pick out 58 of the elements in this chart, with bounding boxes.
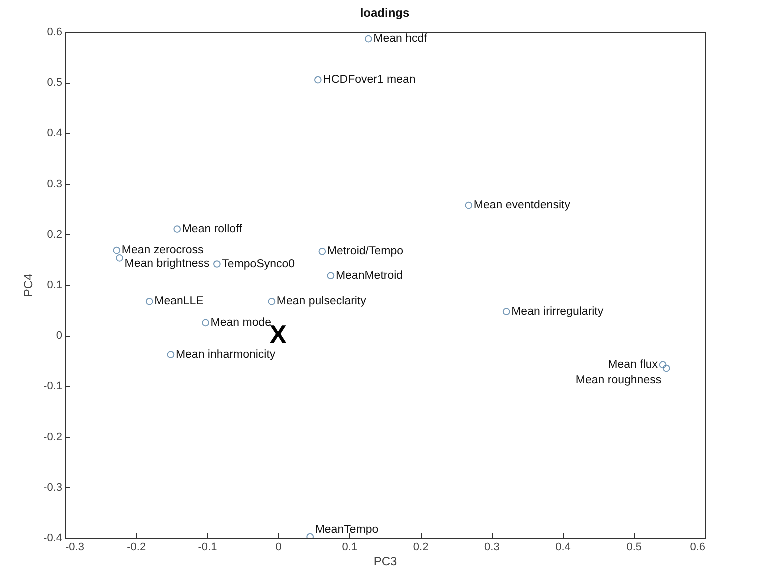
y-tick-label: -0.4 (44, 532, 62, 544)
annotation: Mean rolloff (182, 223, 244, 236)
point (659, 361, 667, 369)
x-tick-label: 0.5 (626, 542, 642, 554)
annotation: Mean zerocross (122, 244, 204, 257)
y-tick-label: 0.6 (47, 26, 62, 38)
annotation: Mean eventdensity (474, 200, 571, 212)
point (502, 308, 510, 316)
point (167, 351, 175, 358)
y-tick-label: 0 (56, 330, 62, 342)
x-tick-label: 0.1 (342, 542, 358, 554)
y-tick-label: -0.3 (44, 482, 62, 494)
annotation: MeanLLE (154, 296, 204, 308)
point (268, 298, 276, 306)
y-tick-label: -0.2 (44, 431, 62, 444)
x-tick-label: -0.2 (127, 542, 146, 554)
point (214, 260, 221, 268)
x-tick-label: 0.4 (556, 542, 571, 554)
annotation: MeanMetroid (336, 270, 404, 282)
y-tick-label: 0.2 (47, 228, 62, 241)
y-tick-label: 0.4 (47, 128, 62, 140)
point (174, 226, 182, 233)
x-tick-label: 0.2 (413, 542, 429, 554)
point (318, 248, 326, 256)
point (146, 298, 154, 306)
chart-title: loadings (360, 6, 410, 20)
point (116, 254, 124, 262)
annotation: Mean inharmonicity (176, 348, 276, 361)
point (202, 319, 210, 327)
annotation: Metroid/Tempo (327, 246, 404, 258)
annotation: Mean roughness (576, 374, 662, 386)
point (113, 246, 121, 254)
annotation: X (270, 320, 288, 350)
y-tick-label: 0.1 (47, 280, 62, 292)
point (327, 272, 335, 280)
annotation: TempoSynco0 (222, 258, 296, 270)
annotation: Mean hcdf (374, 33, 428, 46)
annotation: Mean pulseclarity (276, 296, 367, 308)
point (465, 202, 473, 210)
annotation: Mean irirregularity (512, 306, 604, 318)
y-axis-title: PC4 (22, 274, 36, 298)
y-tick-label: 0.5 (47, 77, 62, 90)
annotation: Mean flux (608, 358, 658, 371)
point (314, 76, 322, 84)
annotation: MeanTempo (315, 524, 379, 536)
y-tick-label: 0.3 (47, 178, 62, 190)
x-tick-label: -0.1 (198, 542, 218, 554)
annotation: Mean brightness (124, 258, 210, 270)
annotation: HCDFover1 mean (323, 74, 416, 86)
x-tick-label: 0 (276, 542, 282, 554)
x-tick-label: 0.6 (690, 542, 706, 554)
x-axis-title: PC3 (374, 554, 398, 568)
point (364, 35, 372, 43)
point (662, 364, 670, 372)
x-tick-label: 0.3 (484, 542, 500, 554)
x-tick-label: -0.3 (66, 542, 84, 554)
annotation: Mean mode (210, 316, 272, 329)
y-tick-label: -0.1 (44, 380, 62, 393)
